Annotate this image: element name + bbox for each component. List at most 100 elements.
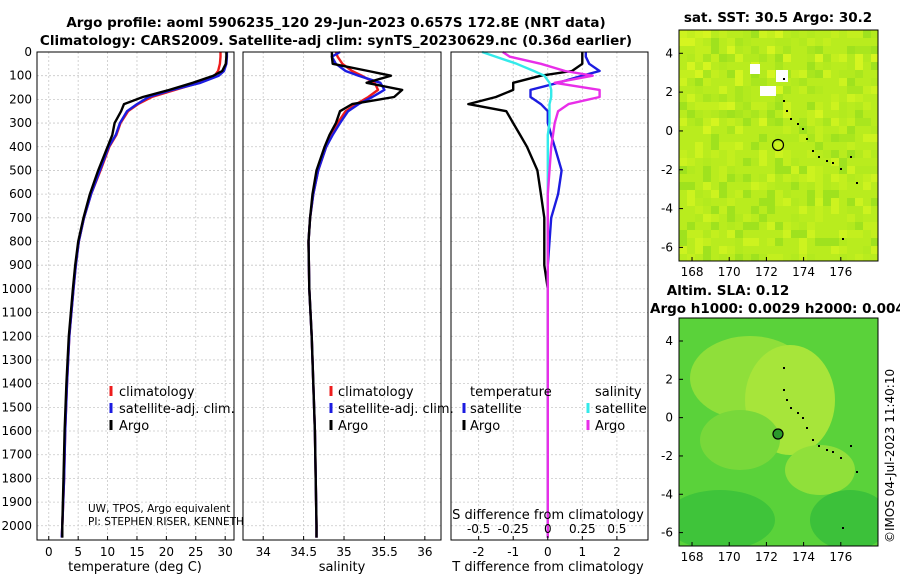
sst-cell [855,214,863,222]
sst-cell [783,190,791,198]
sst-cell [703,214,711,222]
island-dot [840,457,842,459]
sst-cell [711,214,719,222]
series-line-climatology [60,52,222,538]
sst-cell [799,206,807,214]
sst-cell [783,46,791,54]
legend3-temp-sat-label: satellite [470,402,522,417]
sst-cell [735,38,743,46]
island-dot [832,451,834,453]
sst-cell [695,38,703,46]
sst-cell [751,54,759,62]
credit-line2: PI: STEPHEN RISER, KENNETH [88,516,244,528]
map-y-tick-label: -2 [661,449,673,463]
sst-cell [799,230,807,238]
sst-cell [799,38,807,46]
sst-cell [807,102,815,110]
sst-cell [719,206,727,214]
sst-cell [871,166,878,174]
sst-cell [807,222,815,230]
sst-cell [807,46,815,54]
sst-cell [775,190,783,198]
sst-cell [735,102,743,110]
sst-cell [783,38,791,46]
sst-cell [807,150,815,158]
sst-cell [687,30,695,38]
sst-cell [711,94,719,102]
island-dot [850,156,852,158]
sst-cell [687,166,695,174]
sst-cell [719,30,727,38]
sst-cell [783,54,791,62]
sst-cell [719,174,727,182]
sst-cell [687,94,695,102]
sst-cell [679,158,687,166]
legend1-sat-label: satellite-adj. clim. [119,402,235,417]
sst-cell [807,62,815,70]
sst-cell [839,102,847,110]
sst-cell [695,214,703,222]
sst-cell [807,126,815,134]
sst-cell [735,78,743,86]
sst-cell [775,222,783,230]
map-y-tick-label: -4 [661,202,673,216]
depth-tick-label: 1300 [1,353,32,367]
sst-cell [719,182,727,190]
series-line-argo [61,52,228,538]
sst-cell [751,46,759,54]
sst-cell [847,62,855,70]
sst-cell [839,238,847,246]
sst-cell [735,70,743,78]
sst-cell [679,230,687,238]
island-dot [856,471,858,473]
sst-cell [775,166,783,174]
sst-cell [679,118,687,126]
difference-s-ticks: -0.5 -0.25 0 0.25 0.5 [467,522,627,536]
sst-cell [759,30,767,38]
temperature-legend: climatology satellite-adj. clim. Argo [109,385,235,434]
legend3-temp-title: temperature [470,385,552,400]
sst-cell [847,126,855,134]
sst-cell [703,158,711,166]
sst-cell [703,126,711,134]
sst-cell [783,174,791,182]
sst-cell [855,118,863,126]
sst-cell [871,86,878,94]
x-tick-label: 15 [129,545,144,559]
sst-cell [735,54,743,62]
sst-cell [847,118,855,126]
sst-cell [839,110,847,118]
sst-cell [719,94,727,102]
sst-cell [847,70,855,78]
depth-axis-labels: 0 100 200 300 400 500 600 700 800 900 1000 1100 1200… [1,45,32,533]
sst-cell [743,118,751,126]
sst-cell [839,126,847,134]
sst-cell [855,62,863,70]
sst-cell [695,78,703,86]
figure-title-line1: Argo profile: aoml 5906235_120 29-Jun-20… [66,15,605,31]
depth-tick-label: 1900 [1,495,32,509]
sst-cell [719,62,727,70]
sst-cell [687,182,695,190]
sst-cell [751,78,759,86]
sst-cell [719,254,727,261]
sst-cell [727,118,735,126]
sst-cell [863,246,871,254]
sst-cell [775,238,783,246]
legend3-sal-argo-label: Argo [595,419,625,434]
sst-cell [751,222,759,230]
sst-cell [687,222,695,230]
sst-cell [735,86,743,94]
island-dot [802,417,804,419]
sst-cell [823,62,831,70]
sst-cell [695,30,703,38]
difference-xlabel-s: S difference from climatology [452,508,644,523]
sst-cell [839,134,847,142]
sst-island-dots [783,78,858,240]
sst-cell [727,126,735,134]
depth-tick-label: 1500 [1,400,32,414]
sst-cell [695,238,703,246]
x-tick-label: 35 [336,545,351,559]
temperature-panel: 0 5 10 15 20 25 30 temperature (deg C) climato… [36,51,244,575]
